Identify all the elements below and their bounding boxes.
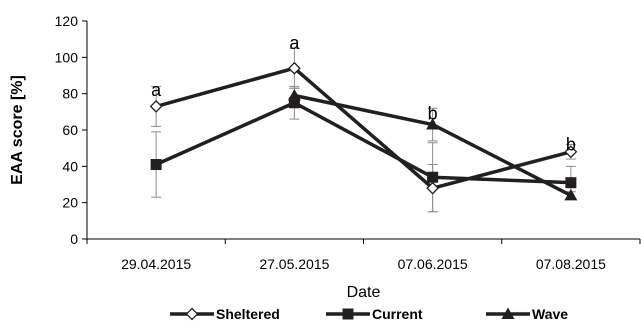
series-line-sheltered [155, 66, 572, 190]
x-tick-label: 07.08.2015 [536, 256, 606, 272]
x-ticks: 29.04.2015 27.05.2015 07.06.2015 07.08.2015 [86, 239, 641, 272]
x-tick-label: 27.05.2015 [259, 256, 329, 272]
series-markers [149, 61, 578, 201]
y-tick-label: 80 [62, 86, 78, 102]
significance-letter: b [428, 104, 438, 124]
axes: 0 20 40 60 80 100 120 29.04.2015 27.05.2015 07.0… [55, 13, 641, 272]
legend-marker-sheltered [185, 307, 199, 321]
legend-label-sheltered: Sheltered [216, 306, 280, 322]
data-point-current [427, 171, 439, 183]
legend-marker-wave [501, 307, 515, 319]
y-tick-label: 0 [70, 231, 78, 247]
legend: Sheltered Current Wave [170, 306, 568, 322]
data-point-sheltered [287, 61, 301, 75]
data-point-current [565, 177, 577, 189]
data-point-current [288, 97, 300, 109]
y-tick-label: 60 [62, 122, 78, 138]
y-tick-label: 120 [55, 13, 79, 29]
series-line-current [155, 101, 571, 185]
data-point-current [150, 159, 162, 171]
data-point-wave [564, 188, 578, 201]
series-lines [155, 66, 572, 197]
y-axis-title: EAA score [%] [9, 75, 26, 185]
significance-letter: a [289, 33, 300, 53]
y-tick-label: 100 [55, 49, 79, 65]
x-axis-title: Date [347, 284, 381, 301]
significance-letter: b [566, 135, 576, 155]
y-tick-label: 40 [62, 158, 78, 174]
data-point-wave [287, 88, 301, 101]
x-tick-label: 07.06.2015 [398, 256, 468, 272]
legend-marker-current [342, 308, 354, 320]
y-ticks: 0 20 40 60 80 100 120 [55, 13, 87, 247]
data-point-wave [426, 118, 440, 130]
legend-label-current: Current [372, 306, 423, 322]
legend-label-wave: Wave [532, 306, 568, 322]
data-point-sheltered [149, 99, 163, 113]
data-point-sheltered [564, 145, 578, 159]
y-tick-label: 20 [62, 195, 78, 211]
data-point-sheltered [426, 181, 440, 195]
significance-letter: a [151, 80, 162, 100]
annotations: a a b b [151, 33, 576, 155]
x-tick-label: 29.04.2015 [121, 256, 191, 272]
